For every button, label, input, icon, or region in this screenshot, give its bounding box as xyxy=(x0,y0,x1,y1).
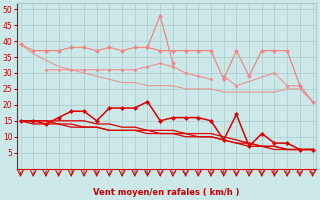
X-axis label: Vent moyen/en rafales ( km/h ): Vent moyen/en rafales ( km/h ) xyxy=(93,188,240,197)
